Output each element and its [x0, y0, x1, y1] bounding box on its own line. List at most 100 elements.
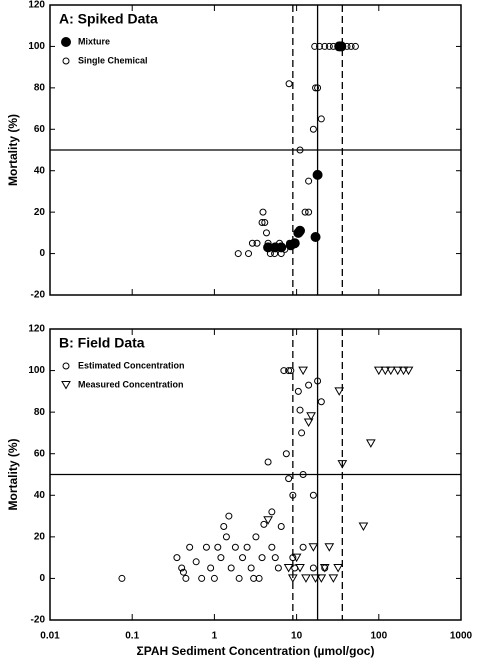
point	[392, 366, 403, 376]
panel-title: B: Field Data	[59, 335, 145, 351]
point	[316, 574, 327, 583]
y-tick-label: 120	[28, 0, 45, 11]
point	[301, 574, 311, 583]
y-tick-label: 80	[34, 407, 46, 418]
point	[280, 367, 288, 375]
point	[282, 450, 290, 458]
point	[306, 412, 316, 421]
legend-label: Measured Concentration	[78, 379, 184, 389]
point	[311, 42, 319, 50]
point	[373, 366, 384, 376]
y-axis-label: Mortality (%)	[6, 438, 20, 510]
point	[314, 84, 322, 92]
point	[295, 564, 305, 573]
point	[347, 42, 355, 50]
point	[222, 533, 230, 541]
point	[287, 367, 295, 375]
point	[333, 564, 343, 573]
point	[207, 564, 215, 572]
point	[298, 366, 308, 376]
x-tick-label: 0.01	[40, 631, 60, 642]
point	[365, 439, 376, 448]
point	[299, 471, 307, 478]
point	[317, 115, 325, 123]
point	[296, 146, 304, 154]
y-tick-label: 40	[34, 165, 46, 176]
point	[325, 42, 333, 50]
point	[308, 543, 319, 552]
y-tick-label: 20	[34, 531, 46, 542]
point	[380, 366, 391, 376]
point	[321, 42, 329, 50]
y-tick-label: 60	[34, 448, 46, 459]
point	[274, 564, 282, 572]
legend-label: Estimated Concentration	[78, 360, 185, 370]
point	[309, 491, 317, 499]
point	[261, 219, 269, 226]
point	[264, 458, 272, 466]
x-tick-label: 1	[212, 631, 218, 642]
point	[298, 429, 306, 437]
x-tick-label: 1000	[450, 631, 473, 642]
point	[351, 42, 359, 50]
point	[268, 243, 276, 251]
legend-marker	[62, 57, 70, 65]
point	[312, 84, 320, 92]
point	[277, 522, 285, 530]
point	[255, 574, 263, 582]
x-tick-label: 100	[370, 631, 387, 642]
point	[305, 381, 313, 389]
point	[289, 238, 300, 249]
y-tick-label: 0	[39, 573, 45, 584]
point	[182, 574, 190, 582]
point	[281, 245, 289, 253]
point	[336, 41, 347, 52]
panel-title: A: Spiked Data	[59, 11, 158, 27]
point	[173, 554, 181, 562]
y-axis-label: Mortality (%)	[6, 114, 20, 186]
point	[239, 554, 247, 562]
point	[305, 177, 313, 185]
point	[192, 558, 200, 566]
point	[268, 543, 276, 551]
legend-marker	[62, 362, 70, 370]
point	[214, 543, 222, 551]
point	[248, 239, 256, 247]
x-axis-label: ΣPAH Sediment Concentration (µmol/goc)	[137, 644, 375, 658]
point	[289, 491, 297, 499]
point	[118, 574, 126, 582]
point	[291, 553, 302, 563]
point	[235, 574, 243, 582]
point	[317, 398, 325, 406]
point	[324, 543, 335, 552]
y-tick-label: 0	[39, 248, 45, 259]
point	[260, 520, 268, 528]
point	[294, 387, 302, 395]
point	[299, 543, 307, 551]
point	[276, 239, 284, 247]
point	[217, 554, 225, 562]
point	[247, 564, 255, 572]
point	[277, 250, 285, 258]
y-tick-label: -20	[31, 615, 46, 626]
point	[234, 250, 242, 258]
point	[268, 508, 276, 516]
point	[319, 564, 330, 573]
point	[179, 568, 187, 576]
point	[271, 250, 279, 258]
point	[358, 522, 369, 531]
point	[178, 564, 186, 572]
point	[186, 543, 194, 551]
point	[259, 208, 267, 216]
point	[285, 475, 293, 483]
point	[252, 533, 260, 541]
point	[258, 554, 266, 562]
point	[312, 169, 323, 180]
point	[334, 387, 345, 396]
legend-marker	[61, 37, 71, 47]
point	[202, 543, 210, 551]
point	[403, 366, 414, 376]
y-tick-label: 120	[28, 324, 45, 335]
